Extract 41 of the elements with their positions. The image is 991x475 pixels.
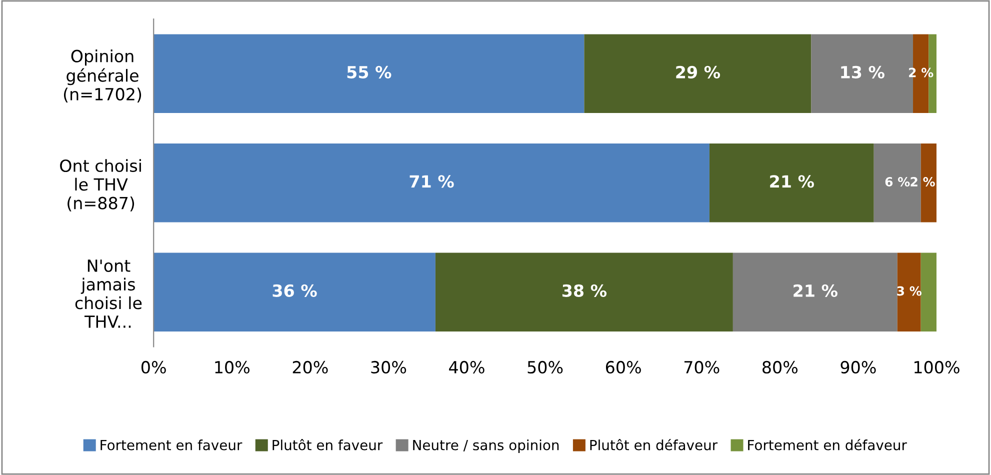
bar (154, 252, 436, 332)
data-label: 3 % (897, 286, 922, 296)
bar (584, 34, 812, 113)
bar (732, 252, 898, 332)
bar (154, 34, 584, 113)
bar (154, 144, 710, 222)
x-tick-label: 0% (141, 360, 166, 374)
y-tick-label: Opinion générale (n=1702) (64, 49, 142, 102)
y-tick-label: N'ont jamais choisi le THV... (75, 260, 142, 328)
legend-label: Plutôt en défaveur (590, 439, 718, 450)
data-label: 21 % (794, 284, 838, 297)
data-label: 29 % (676, 66, 720, 78)
data-label: 36 % (272, 284, 317, 297)
x-tick-label: 100% (914, 360, 960, 374)
x-tick-label: 80% (762, 360, 798, 374)
legend-label: Fortement en faveur (100, 440, 242, 450)
x-tick-label: 20% (292, 360, 328, 374)
bar (897, 252, 921, 332)
x-tick-label: 50% (528, 360, 563, 374)
bar (920, 144, 936, 222)
bar (920, 252, 936, 332)
y-tick-label: Ont choisi le THV (n=887) (60, 159, 141, 212)
data-label: 38 % (562, 284, 607, 297)
x-tick-label: 60% (606, 360, 641, 374)
x-tick-label: 10% (215, 360, 250, 374)
data-label: 13 % (841, 66, 884, 78)
data-label: 21 % (770, 175, 814, 188)
x-tick-label: 70% (684, 360, 720, 374)
x-tick-label: 90% (840, 360, 876, 374)
bar (435, 252, 733, 332)
data-label: 71 % (410, 175, 454, 188)
data-label: 2 % (910, 177, 935, 186)
data-label: 55 % (347, 66, 392, 78)
x-tick-label: 30% (371, 360, 406, 374)
legend-label: Plutôt en faveur (272, 439, 383, 450)
legend-label: Fortement en défaveur (748, 439, 907, 450)
x-tick-label: 40% (449, 360, 484, 374)
data-label: 6 % (885, 177, 910, 186)
bar (709, 144, 874, 222)
bar (874, 144, 921, 222)
legend-label: Neutre / sans opinion (413, 440, 559, 453)
